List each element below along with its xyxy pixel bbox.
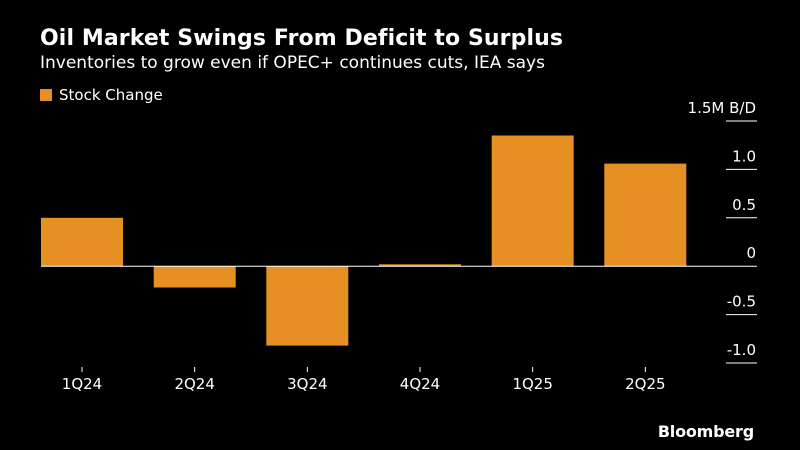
bar-3q24 <box>266 266 349 346</box>
legend-swatch <box>40 89 52 101</box>
chart-subtitle: Inventories to grow even if OPEC+ contin… <box>40 53 545 73</box>
y-tick-label: 0 <box>746 244 756 262</box>
x-tick-label: 2Q25 <box>625 375 665 393</box>
x-tick-label: 1Q25 <box>512 375 552 393</box>
x-tick-label: 4Q24 <box>400 375 440 393</box>
bar-2q24 <box>153 266 236 288</box>
bar-4q24 <box>379 264 461 267</box>
y-axis: 1.5M B/D 1.0 0.5 0 -0.5 -1.0 <box>688 99 757 364</box>
legend-label: Stock Change <box>59 86 163 104</box>
bar-2q25 <box>604 163 687 267</box>
x-tick-label: 3Q24 <box>287 375 327 393</box>
chart-title: Oil Market Swings From Deficit to Surplu… <box>40 26 564 51</box>
x-tick-label: 1Q24 <box>62 375 102 393</box>
bar-1q25 <box>491 135 574 267</box>
y-tick-label: -1.0 <box>727 341 756 359</box>
bar-1q24 <box>41 217 123 267</box>
y-tick-label: 0.5 <box>732 196 756 214</box>
y-tick-label: -0.5 <box>727 293 756 311</box>
legend: Stock Change <box>40 86 163 104</box>
x-axis: 1Q24 2Q24 3Q24 4Q24 1Q25 2Q25 <box>62 367 666 393</box>
bars-group <box>41 135 687 346</box>
y-tick-label: 1.0 <box>732 147 756 165</box>
y-tick-label: 1.5M B/D <box>688 99 756 117</box>
x-tick-label: 2Q24 <box>174 375 214 393</box>
bloomberg-logo: Bloomberg <box>657 422 754 441</box>
